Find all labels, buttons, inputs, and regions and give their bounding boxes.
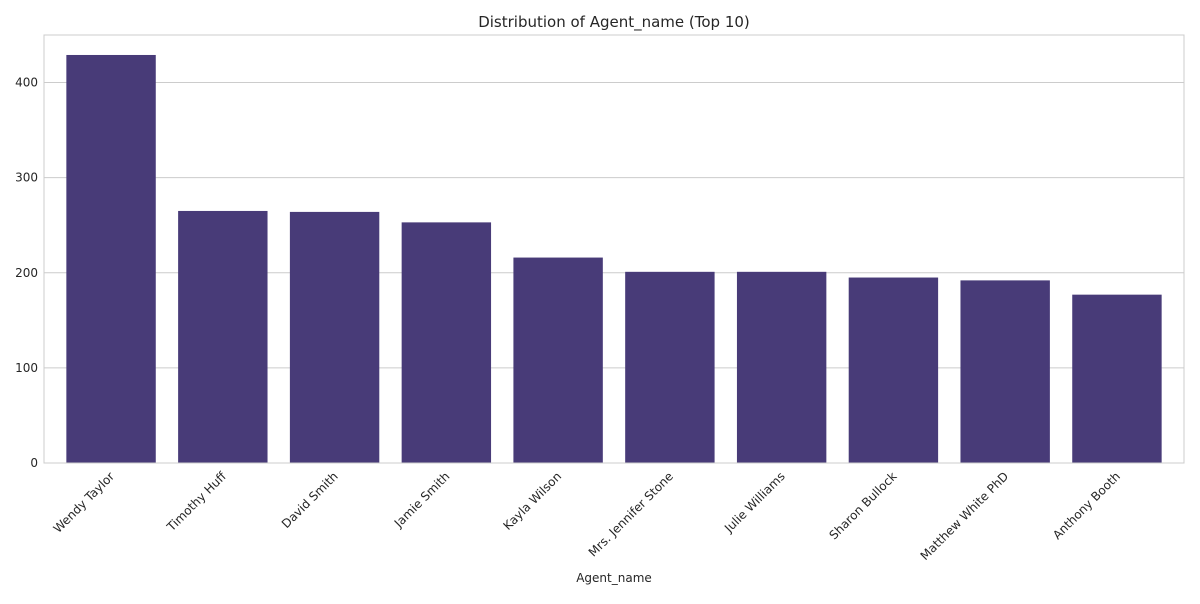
plot-frame <box>43 34 1185 464</box>
x-tick-label: Anthony Booth <box>1050 469 1123 542</box>
bar <box>513 257 603 463</box>
x-tick-label: Julie Williams <box>721 469 788 536</box>
y-tick-label: 0 <box>30 456 38 470</box>
bars <box>66 54 1162 464</box>
x-tick-labels: Wendy Taylor Timothy Huff David Smith Jamie… <box>51 469 1123 563</box>
x-tick-label: Wendy Taylor <box>51 469 118 536</box>
x-tick-label: Sharon Bullock <box>826 469 899 542</box>
x-tick-label: David Smith <box>279 469 341 531</box>
x-tick-label: Jamie Smith <box>391 469 453 531</box>
y-tick-label: 400 <box>15 76 38 90</box>
x-tick-label: Timothy Huff <box>164 469 230 535</box>
y-tick-label: 300 <box>15 171 38 185</box>
bar <box>848 277 939 463</box>
bar <box>1072 294 1162 463</box>
y-tick-label: 200 <box>15 266 38 280</box>
bar <box>960 280 1050 463</box>
bar <box>289 211 380 463</box>
bar <box>178 210 268 463</box>
y-tick-label: 100 <box>15 361 38 375</box>
bar <box>736 271 827 463</box>
chart-title: Distribution of Agent_name (Top 10) <box>478 13 750 32</box>
bar <box>625 271 715 463</box>
x-axis-label: Agent_name <box>576 571 652 585</box>
x-tick-label: Matthew White PhD <box>918 469 1012 563</box>
bar <box>66 54 156 464</box>
x-tick-label: Mrs. Jennifer Stone <box>586 469 676 559</box>
y-tick-labels: 0 100 200 300 400 <box>15 76 38 470</box>
bar <box>401 222 492 463</box>
x-tick-label: Kayla Wilson <box>501 469 565 533</box>
